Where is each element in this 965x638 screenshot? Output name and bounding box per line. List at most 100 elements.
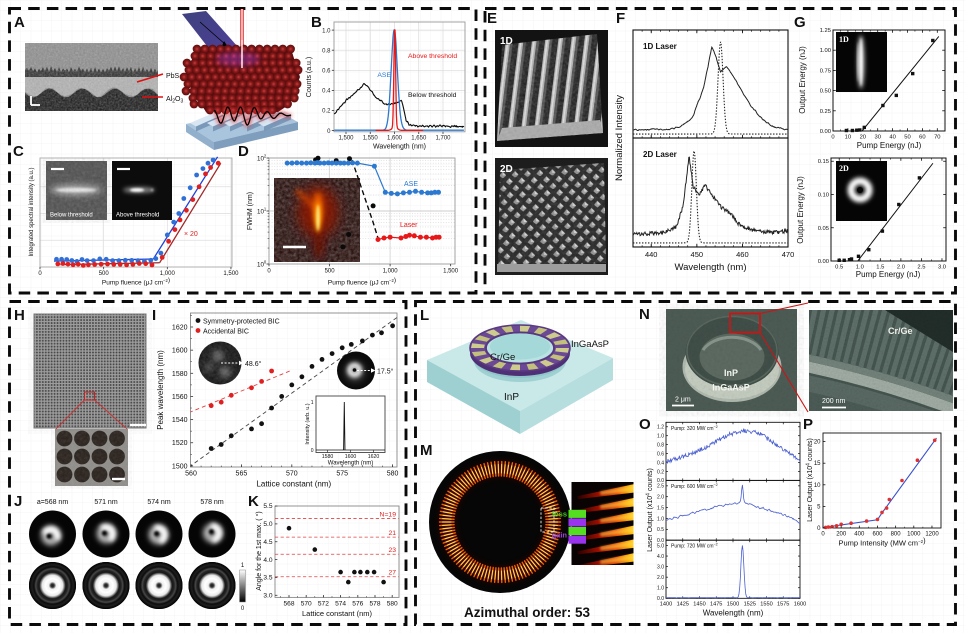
svg-text:1580: 1580 [322, 454, 334, 460]
svg-text:Below threshold: Below threshold [408, 92, 457, 99]
svg-text:Below threshold: Below threshold [50, 213, 93, 219]
svg-text:400: 400 [854, 532, 865, 538]
svg-text:M: M [420, 442, 433, 459]
svg-text:2D: 2D [839, 164, 849, 173]
svg-text:1.0: 1.0 [657, 516, 664, 522]
svg-text:Laser Output (x104 counts): Laser Output (x104 counts) [646, 468, 655, 552]
svg-text:1520: 1520 [172, 440, 188, 447]
svg-text:N=19: N=19 [380, 512, 397, 519]
svg-text:1D: 1D [500, 36, 513, 47]
svg-text:1525: 1525 [744, 602, 756, 608]
svg-text:450: 450 [691, 250, 704, 259]
svg-text:1500: 1500 [172, 463, 188, 470]
svg-text:0.8: 0.8 [322, 48, 331, 54]
svg-text:1,500: 1,500 [338, 136, 354, 142]
svg-text:15: 15 [814, 461, 821, 467]
svg-text:0.6: 0.6 [657, 451, 664, 457]
svg-text:10: 10 [814, 483, 821, 489]
svg-text:2.0: 2.0 [657, 495, 664, 501]
svg-text:Wavelength (nm): Wavelength (nm) [703, 609, 764, 618]
svg-text:PbS: PbS [166, 73, 180, 80]
svg-text:Pump: 320 MW cm−2: Pump: 320 MW cm−2 [671, 425, 718, 432]
svg-text:Output Energy (nJ): Output Energy (nJ) [796, 176, 805, 244]
svg-text:1620: 1620 [368, 454, 380, 460]
svg-text:Pump Energy (nJ): Pump Energy (nJ) [857, 141, 922, 150]
svg-text:600: 600 [872, 532, 883, 538]
svg-text:3.0: 3.0 [938, 265, 946, 271]
svg-text:200: 200 [836, 532, 847, 538]
svg-text:1: 1 [311, 400, 314, 406]
svg-text:565: 565 [236, 471, 248, 478]
svg-text:0.10: 0.10 [818, 193, 829, 199]
svg-text:800: 800 [891, 532, 902, 538]
svg-text:470: 470 [782, 250, 795, 259]
svg-text:1D: 1D [839, 35, 849, 44]
svg-text:27: 27 [388, 570, 396, 577]
svg-text:O: O [639, 416, 651, 433]
svg-text:4.5: 4.5 [263, 539, 272, 546]
svg-text:1450: 1450 [693, 602, 705, 608]
svg-text:1560: 1560 [172, 394, 188, 401]
svg-text:10: 10 [845, 135, 851, 141]
svg-text:2D: 2D [500, 164, 513, 175]
svg-text:1.0: 1.0 [657, 586, 664, 592]
svg-text:5.0: 5.0 [657, 543, 664, 549]
svg-text:48.6°: 48.6° [245, 360, 262, 368]
svg-text:60: 60 [919, 135, 925, 141]
svg-text:J: J [14, 493, 22, 510]
svg-text:P: P [803, 416, 813, 433]
svg-text:20: 20 [814, 440, 821, 446]
svg-text:G: G [794, 14, 806, 31]
svg-text:30: 30 [874, 135, 880, 141]
svg-text:2.5: 2.5 [657, 484, 664, 490]
svg-text:1620: 1620 [172, 325, 188, 332]
svg-text:B: B [311, 14, 322, 31]
svg-text:L: L [420, 307, 429, 324]
svg-text:500: 500 [99, 271, 110, 277]
svg-text:1000: 1000 [907, 532, 921, 538]
svg-text:2.0: 2.0 [657, 575, 664, 581]
svg-text:0: 0 [831, 135, 834, 141]
svg-text:460: 460 [736, 250, 749, 259]
svg-text:1580: 1580 [172, 371, 188, 378]
svg-text:2 μm: 2 μm [675, 397, 691, 404]
svg-text:2D Laser: 2D Laser [643, 150, 677, 159]
svg-text:574: 574 [335, 601, 346, 608]
svg-text:InGaAsP: InGaAsP [712, 383, 750, 393]
svg-text:560: 560 [185, 471, 197, 478]
svg-text:ASE: ASE [377, 72, 391, 79]
svg-text:Symmetry-protected BIC: Symmetry-protected BIC [203, 319, 280, 326]
svg-text:Lattice constant (nm): Lattice constant (nm) [256, 480, 331, 489]
svg-text:4.0: 4.0 [263, 557, 272, 564]
svg-text:Accidental BIC: Accidental BIC [203, 329, 249, 336]
svg-text:Peak wavelength (nm): Peak wavelength (nm) [156, 350, 165, 430]
svg-text:200 nm: 200 nm [822, 398, 846, 405]
svg-text:5.0: 5.0 [263, 521, 272, 528]
svg-text:ASE: ASE [404, 181, 418, 188]
svg-text:K: K [248, 493, 259, 510]
svg-text:21: 21 [388, 530, 396, 537]
svg-text:0.75: 0.75 [820, 68, 831, 74]
svg-text:Azimuthal order: 53: Azimuthal order: 53 [464, 605, 591, 620]
svg-text:InP: InP [504, 392, 519, 403]
svg-text:Wavelength (nm): Wavelength (nm) [373, 144, 426, 151]
svg-text:1,700: 1,700 [435, 136, 451, 142]
svg-text:1.5: 1.5 [657, 505, 664, 511]
svg-text:1425: 1425 [677, 602, 689, 608]
svg-text:Cr/Ge: Cr/Ge [888, 326, 913, 336]
svg-text:1,500: 1,500 [443, 269, 459, 275]
svg-text:50: 50 [904, 135, 910, 141]
svg-text:580: 580 [387, 471, 399, 478]
svg-text:Wavelength (nm): Wavelength (nm) [675, 262, 747, 273]
svg-text:0.8: 0.8 [657, 442, 664, 448]
svg-text:F: F [616, 10, 625, 27]
svg-text:574 nm: 574 nm [147, 499, 171, 506]
svg-text:Angle for the 1st max. ( °): Angle for the 1st max. ( °) [255, 511, 263, 590]
svg-text:1600: 1600 [794, 602, 806, 608]
svg-text:1,000: 1,000 [383, 269, 399, 275]
svg-text:1200: 1200 [925, 532, 939, 538]
svg-text:E: E [487, 10, 497, 27]
svg-text:D: D [238, 143, 249, 160]
svg-text:gain: gain [552, 531, 568, 540]
svg-text:InP: InP [724, 368, 738, 378]
